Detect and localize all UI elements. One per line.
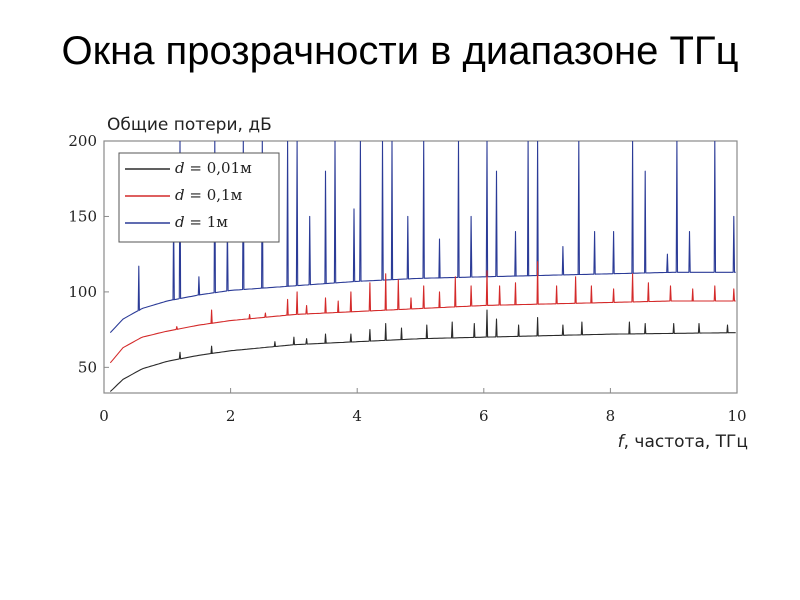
legend-label-2: d = 1м: [175, 213, 228, 231]
x-tick-label: 10: [727, 407, 746, 425]
legend-label-1: d = 0,1м: [175, 186, 243, 204]
series-line-0: [109, 309, 736, 392]
legend: d = 0,01м d = 0,1м d = 1м: [118, 152, 280, 243]
legend-label-0: d = 0,01м: [175, 159, 252, 177]
series-line-2: [109, 141, 736, 333]
y-tick-label: 50: [78, 358, 97, 376]
y-tick-label: 150: [68, 207, 97, 225]
slide-title: Окна прозрачности в диапазоне ТГц: [61, 29, 739, 73]
x-tick-label: 6: [479, 407, 489, 425]
series-line-1: [109, 261, 736, 364]
x-axis-label: f, частота, ТГц: [618, 432, 748, 452]
y-tick-label: 100: [68, 283, 97, 301]
slide-title-region: Окна прозрачности в диапазоне ТГц: [0, 26, 800, 99]
legend-box: [118, 152, 280, 243]
y-axis-label: Общие потери, дБ: [107, 115, 272, 135]
x-tick-label: 4: [352, 407, 362, 425]
x-tick-label: 0: [99, 407, 109, 425]
series-group: [109, 141, 736, 392]
x-tick-label: 2: [226, 407, 236, 425]
x-tick-label: 8: [606, 407, 616, 425]
y-tick-label: 200: [68, 132, 97, 150]
